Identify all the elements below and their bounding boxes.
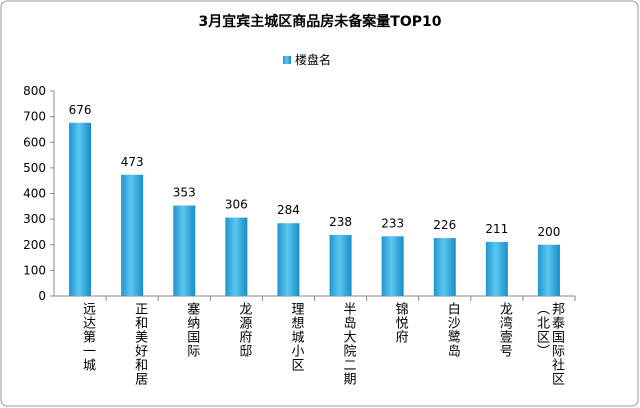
chart-title: 3月宜宾主城区商品房未备案量TOP10 — [199, 13, 442, 30]
bar — [329, 235, 352, 296]
legend-swatch — [283, 56, 291, 64]
bar — [173, 205, 196, 296]
x-tick-label: 正和美好和居 — [132, 302, 148, 386]
x-tick-label: 龙湾壹号 — [496, 302, 512, 358]
data-label: 284 — [277, 203, 300, 217]
y-tick-label: 500 — [23, 161, 46, 175]
data-label: 233 — [381, 216, 404, 230]
x-tick-label: 邦泰国际社区（北区） — [533, 302, 564, 386]
bar — [121, 174, 144, 296]
y-tick-label: 200 — [23, 238, 46, 252]
data-label: 306 — [225, 198, 248, 212]
bar — [537, 244, 560, 296]
legend-label: 楼盘名 — [295, 52, 331, 67]
bar — [381, 236, 404, 296]
data-label: 211 — [485, 222, 508, 236]
bar — [277, 223, 300, 296]
x-tick-label: 远达第一城 — [80, 302, 96, 372]
y-tick-label: 600 — [23, 135, 46, 149]
bar — [433, 238, 456, 296]
data-label: 238 — [329, 215, 352, 229]
y-tick-label: 800 — [23, 84, 46, 98]
y-tick-label: 0 — [38, 289, 46, 303]
y-tick-label: 400 — [23, 187, 46, 201]
y-tick-label: 100 — [23, 263, 46, 277]
y-tick-label: 300 — [23, 212, 46, 226]
x-tick-label: 理想城小区 — [288, 302, 304, 372]
data-label: 353 — [173, 186, 196, 200]
bar — [225, 217, 248, 296]
data-label: 473 — [121, 155, 144, 169]
x-tick-label: 龙源府邸 — [236, 302, 252, 358]
data-label: 676 — [69, 103, 92, 117]
x-tick-label: 锦悦府 — [392, 302, 408, 344]
x-tick-label: 塞纳国际 — [184, 302, 200, 358]
y-tick-label: 700 — [23, 110, 46, 124]
bar — [69, 122, 92, 297]
bar — [485, 241, 508, 296]
data-label: 226 — [433, 218, 456, 232]
x-tick-label: 白沙鹭岛 — [444, 302, 460, 358]
x-tick-label: 半岛大院二期 — [340, 302, 356, 386]
data-label: 200 — [537, 225, 560, 239]
